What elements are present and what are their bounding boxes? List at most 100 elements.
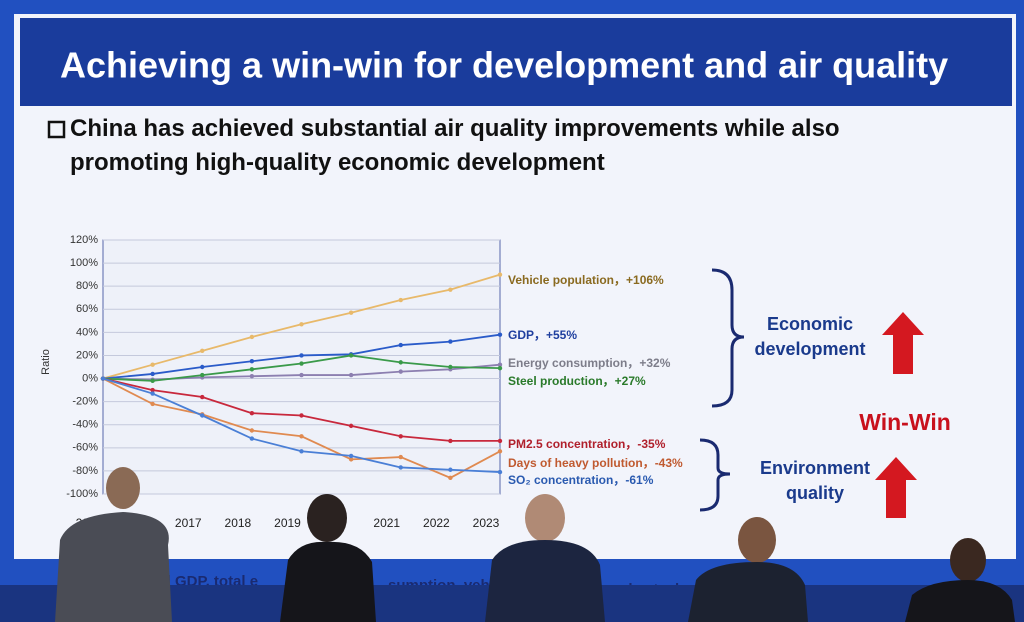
series-label: Energy consumption，+32%: [508, 356, 671, 370]
point: [448, 364, 453, 370]
y-tick-label: 80%: [76, 280, 98, 292]
y-tick-label: 0%: [82, 372, 98, 384]
y-tick-label: -40%: [72, 419, 98, 431]
point: [150, 401, 155, 407]
point: [249, 359, 255, 364]
up-arrow: [875, 457, 917, 518]
point: [398, 369, 403, 374]
point: [448, 475, 453, 481]
point: [448, 339, 453, 344]
point: [299, 449, 304, 454]
point: [200, 348, 205, 354]
point: [497, 362, 503, 367]
person-head: [106, 467, 140, 509]
plot-area: [102, 239, 501, 495]
person-head: [738, 517, 776, 563]
slide-title: Achieving a win-win for development and …: [60, 45, 948, 86]
point: [398, 342, 403, 348]
point: [150, 378, 155, 384]
point: [348, 353, 354, 358]
point: [249, 410, 255, 416]
bracket: [699, 438, 731, 512]
econ-wrap: Economic development: [754, 314, 866, 359]
point: [398, 454, 403, 460]
point: [497, 365, 503, 371]
point: [299, 372, 304, 378]
point: [249, 334, 255, 340]
y-tick-label: 60%: [76, 303, 98, 315]
panel: [0, 467, 1024, 622]
point: [200, 372, 205, 378]
point: [398, 360, 403, 365]
y-tick-label: 100%: [70, 257, 98, 269]
chart: -100% -80% -60% -40% -20% 0% 20% 40% 60% 80% 100% 1…: [40, 234, 683, 530]
series-label: GDP，+55%: [508, 328, 577, 342]
point: [398, 297, 403, 303]
point: [348, 310, 354, 315]
bullet-text: China has achieved substantial air quali…: [70, 115, 840, 176]
point: [448, 467, 453, 472]
winwin-label: Win-Win: [859, 409, 951, 435]
point: [497, 438, 503, 444]
series-label: Vehicle population，+106%: [508, 273, 664, 287]
point: [497, 332, 503, 337]
x-tick-label: 2017: [175, 516, 202, 530]
y-tick-label: 120%: [70, 234, 98, 246]
y-axis-label: Ratio: [40, 349, 52, 375]
point: [497, 449, 503, 454]
point: [200, 394, 205, 400]
y-tick-label: -100%: [66, 488, 98, 500]
x-tick-label: 2023: [473, 516, 500, 530]
point: [398, 465, 403, 470]
y-tick-label: -20%: [72, 396, 98, 408]
point: [299, 434, 304, 439]
point: [299, 361, 304, 366]
x-tick-label: 2022: [423, 516, 450, 530]
point: [497, 272, 503, 277]
env-wrap: Environment quality: [759, 458, 870, 503]
series-label: SO₂ concentration，-61%: [508, 473, 654, 487]
point: [249, 428, 255, 433]
y-tick-label: -80%: [72, 465, 98, 477]
y-tick-label: -60%: [72, 442, 98, 454]
bullet-box: [47, 120, 66, 139]
point: [200, 364, 205, 370]
x-tick-label: 2019: [274, 516, 301, 530]
series-label: Steel production，+27%: [508, 374, 646, 388]
point: [299, 353, 304, 358]
point: [200, 413, 205, 418]
person-head: [950, 538, 986, 582]
person-body: [905, 580, 1015, 622]
group-label: Environment quality: [759, 458, 870, 503]
person-head: [525, 494, 565, 542]
x-tick-label: 2018: [225, 516, 252, 530]
point: [249, 367, 255, 372]
point: [100, 376, 106, 381]
point: [249, 374, 255, 379]
person-body: [688, 562, 808, 622]
point: [150, 371, 155, 377]
y-tick-label: 40%: [76, 326, 98, 338]
point: [249, 436, 255, 441]
header-bar: [20, 18, 1012, 106]
point: [150, 391, 155, 396]
point: [150, 387, 155, 393]
point: [448, 438, 453, 444]
bullet-wrap: China has achieved substantial air quali…: [70, 115, 840, 176]
bracket: [711, 268, 745, 408]
point: [398, 434, 403, 439]
point: [348, 457, 354, 462]
x-tick-label: 2021: [373, 516, 400, 530]
person-head: [307, 494, 347, 542]
point: [150, 362, 155, 367]
person-body: [280, 541, 376, 622]
point: [348, 453, 354, 459]
point: [348, 423, 354, 429]
up-arrow: [882, 312, 924, 374]
series-label: PM2.5 concentration，-35%: [508, 437, 666, 451]
group-label: Economic development: [754, 314, 866, 359]
person-body: [55, 512, 172, 622]
point: [299, 413, 304, 418]
y-tick-label: 20%: [76, 349, 98, 361]
